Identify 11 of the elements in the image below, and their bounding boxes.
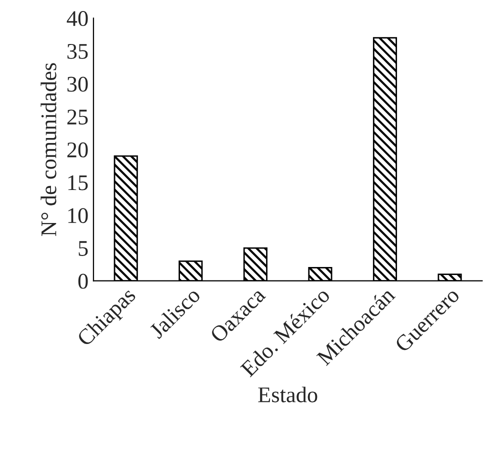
y-tick-label: 25 xyxy=(67,110,88,125)
y-tick-label: 5 xyxy=(78,241,88,256)
y-tick-label: 30 xyxy=(67,76,88,92)
y-tick-label: 35 xyxy=(67,44,88,59)
y-axis-title: N° de comunidades xyxy=(40,63,56,236)
y-tick-label: 10 xyxy=(68,208,88,224)
x-axis-title: Estado xyxy=(258,386,318,402)
y-tick-label: 20 xyxy=(67,142,88,158)
y-tick-label: 40 xyxy=(66,11,88,26)
y-tick-label: 15 xyxy=(68,175,88,190)
y-tick-label: 0 xyxy=(78,274,88,289)
